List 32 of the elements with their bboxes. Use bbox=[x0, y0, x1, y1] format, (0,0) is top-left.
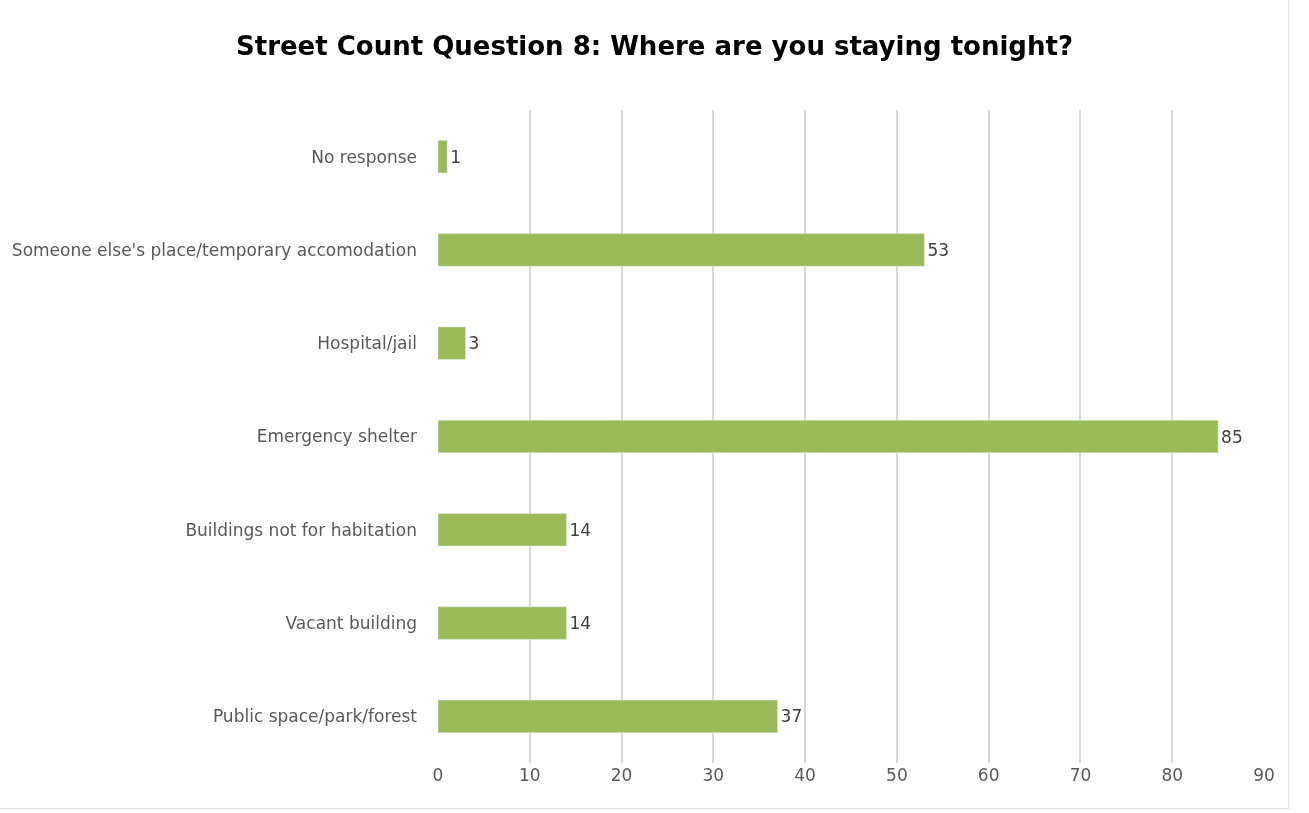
y-tick-label: Vacant building bbox=[285, 613, 417, 634]
bar bbox=[438, 699, 778, 733]
bar bbox=[438, 326, 466, 360]
data-label: 14 bbox=[569, 613, 592, 634]
x-tick-label: 90 bbox=[1253, 765, 1275, 785]
data-label: 85 bbox=[1221, 426, 1243, 447]
data-label: 53 bbox=[927, 239, 950, 260]
chart-title: Street Count Question 8: Where are you staying tonight? bbox=[236, 30, 1073, 61]
data-label: 3 bbox=[468, 333, 480, 354]
y-tick-label: Buildings not for habitation bbox=[185, 519, 417, 540]
bar bbox=[438, 233, 925, 267]
bar bbox=[438, 140, 448, 174]
x-tick-label: 0 bbox=[432, 765, 444, 785]
x-tick-label: 50 bbox=[886, 765, 908, 785]
y-tick-label: Public space/park/forest bbox=[212, 706, 418, 727]
y-tick-label: No response bbox=[311, 146, 417, 167]
y-tick-label: Hospital/jail bbox=[317, 333, 417, 354]
x-tick-label: 40 bbox=[794, 765, 816, 785]
x-tick-label: 70 bbox=[1069, 765, 1092, 785]
x-tick-label: 30 bbox=[702, 765, 725, 785]
bar bbox=[438, 513, 567, 547]
data-label: 14 bbox=[569, 519, 592, 540]
data-label: 37 bbox=[780, 706, 803, 727]
bar bbox=[438, 606, 567, 640]
y-tick-label: Someone else's place/temporary accomodation bbox=[11, 239, 417, 260]
x-tick-label: 20 bbox=[610, 765, 633, 785]
x-tick-label: 10 bbox=[518, 765, 541, 785]
x-tick-label: 60 bbox=[977, 765, 1000, 785]
y-tick-label: Emergency shelter bbox=[256, 426, 418, 447]
data-label: 1 bbox=[450, 146, 462, 167]
bar bbox=[438, 419, 1219, 454]
x-tick-label: 80 bbox=[1161, 765, 1184, 785]
